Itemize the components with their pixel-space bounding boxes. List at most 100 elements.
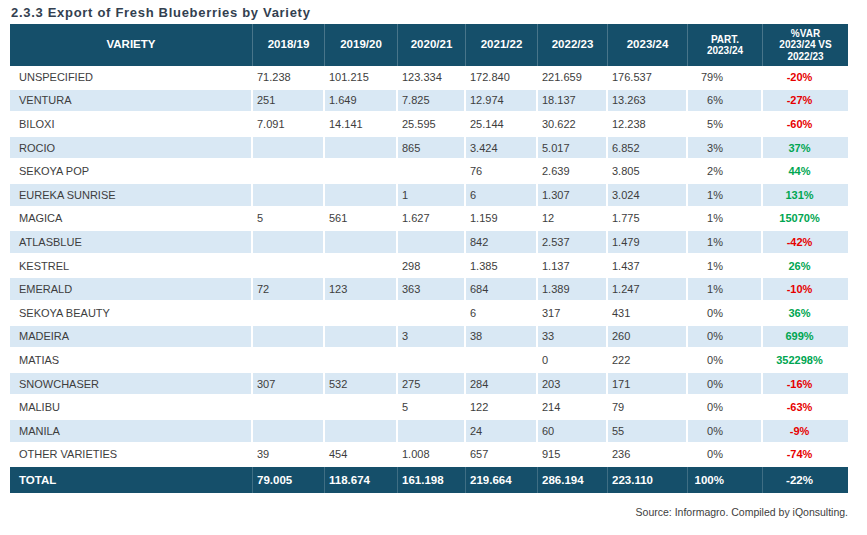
cell-variety: KESTREL <box>10 255 253 279</box>
cell-variance: 699% <box>763 326 848 350</box>
cell-participation: 79% <box>688 66 763 90</box>
table-row: MALIBU5122214790%-63% <box>10 396 848 420</box>
cell-value: 79 <box>608 396 688 420</box>
cell-value: 1.479 <box>608 231 688 255</box>
cell-value: 865 <box>398 137 466 161</box>
cell-participation: 5% <box>688 113 763 137</box>
cell-value: 5 <box>398 396 466 420</box>
cell-value: 286.194 <box>538 467 608 493</box>
cell-value: 12.238 <box>608 113 688 137</box>
table-row: EMERALD721233636841.3891.2471%-10% <box>10 278 848 302</box>
cell-participation: 0% <box>688 444 763 468</box>
table-row: MADEIRA338332600%699% <box>10 326 848 350</box>
cell-variance: -27% <box>763 90 848 114</box>
cell-value: 0 <box>538 349 608 373</box>
cell-variety: MANILA <box>10 420 253 444</box>
cell-participation: 1% <box>688 208 763 232</box>
cell-value: 275 <box>398 373 466 397</box>
cell-value: 6 <box>466 184 538 208</box>
cell-value: 214 <box>538 396 608 420</box>
cell-value: 532 <box>325 373 398 397</box>
cell-value: 236 <box>608 444 688 468</box>
cell-value: 12 <box>538 208 608 232</box>
cell-value: 842 <box>466 231 538 255</box>
header-cell-2020-21: 2020/21 <box>398 24 466 66</box>
cell-variety: SEKOYA POP <box>10 160 253 184</box>
cell-variance: -74% <box>763 444 848 468</box>
cell-value: 101.215 <box>325 66 398 90</box>
cell-participation: 1% <box>688 255 763 279</box>
cell-value <box>253 326 325 350</box>
cell-participation: 1% <box>688 231 763 255</box>
cell-value: 1.159 <box>466 208 538 232</box>
cell-variety: EMERALD <box>10 278 253 302</box>
cell-participation: 0% <box>688 302 763 326</box>
cell-value: 3.424 <box>466 137 538 161</box>
report-page: 2.3.3 Export of Fresh Blueberries by Var… <box>0 0 867 535</box>
cell-value: 203 <box>538 373 608 397</box>
table-row: MATIAS02220%352298% <box>10 349 848 373</box>
cell-value: 123.334 <box>398 66 466 90</box>
table-row: BILOXI7.09114.14125.59525.14430.62212.23… <box>10 113 848 137</box>
cell-value <box>253 231 325 255</box>
cell-participation: 100% <box>688 467 763 493</box>
cell-value: 223.110 <box>608 467 688 493</box>
cell-variance: 26% <box>763 255 848 279</box>
cell-value: 25.144 <box>466 113 538 137</box>
cell-value: 123 <box>325 278 398 302</box>
cell-value: 18.137 <box>538 90 608 114</box>
cell-value: 7.825 <box>398 90 466 114</box>
cell-value <box>398 160 466 184</box>
cell-value: 38 <box>466 326 538 350</box>
cell-value: 72 <box>253 278 325 302</box>
cell-value: 1.385 <box>466 255 538 279</box>
cell-value <box>325 255 398 279</box>
cell-variety: EUREKA SUNRISE <box>10 184 253 208</box>
header-cell-var-2023-24-vs-2022-23: %VAR 2023/24 VS 2022/23 <box>763 24 848 66</box>
cell-value: 6 <box>466 302 538 326</box>
cell-variance: -16% <box>763 373 848 397</box>
cell-value: 1 <box>398 184 466 208</box>
cell-value <box>325 184 398 208</box>
cell-variance: 352298% <box>763 349 848 373</box>
cell-value: 1.307 <box>538 184 608 208</box>
cell-value: 12.974 <box>466 90 538 114</box>
cell-variety: UNSPECIFIED <box>10 66 253 90</box>
cell-variety: SNOWCHASER <box>10 373 253 397</box>
cell-participation: 0% <box>688 420 763 444</box>
cell-value <box>253 349 325 373</box>
cell-value: 431 <box>608 302 688 326</box>
cell-value <box>325 326 398 350</box>
header-cell-2021-22: 2021/22 <box>466 24 538 66</box>
cell-value: 25.595 <box>398 113 466 137</box>
cell-variance: 44% <box>763 160 848 184</box>
cell-value <box>253 396 325 420</box>
table-header-row: VARIETY2018/192019/202020/212021/222022/… <box>10 24 848 66</box>
cell-value: 221.659 <box>538 66 608 90</box>
cell-participation: 2% <box>688 160 763 184</box>
cell-value: 14.141 <box>325 113 398 137</box>
cell-variance: -42% <box>763 231 848 255</box>
cell-value <box>398 349 466 373</box>
cell-value <box>325 349 398 373</box>
table-row: OTHER VARIETIES394541.0086579152360%-74% <box>10 444 848 468</box>
cell-value: 1.008 <box>398 444 466 468</box>
cell-variance: 131% <box>763 184 848 208</box>
cell-variety: SEKOYA BEAUTY <box>10 302 253 326</box>
header-cell-part-2023-24: PART. 2023/24 <box>688 24 763 66</box>
cell-variance: 37% <box>763 137 848 161</box>
cell-value: 1.137 <box>538 255 608 279</box>
header-cell-2023-24: 2023/24 <box>608 24 688 66</box>
cell-value <box>253 160 325 184</box>
cell-value: 284 <box>466 373 538 397</box>
cell-variance: -60% <box>763 113 848 137</box>
cell-value: 118.674 <box>325 467 398 493</box>
cell-participation: 1% <box>688 184 763 208</box>
cell-variety: ROCIO <box>10 137 253 161</box>
cell-value <box>253 302 325 326</box>
cell-value <box>253 137 325 161</box>
cell-value: 24 <box>466 420 538 444</box>
cell-variety: MALIBU <box>10 396 253 420</box>
cell-value: 60 <box>538 420 608 444</box>
cell-value: 1.389 <box>538 278 608 302</box>
